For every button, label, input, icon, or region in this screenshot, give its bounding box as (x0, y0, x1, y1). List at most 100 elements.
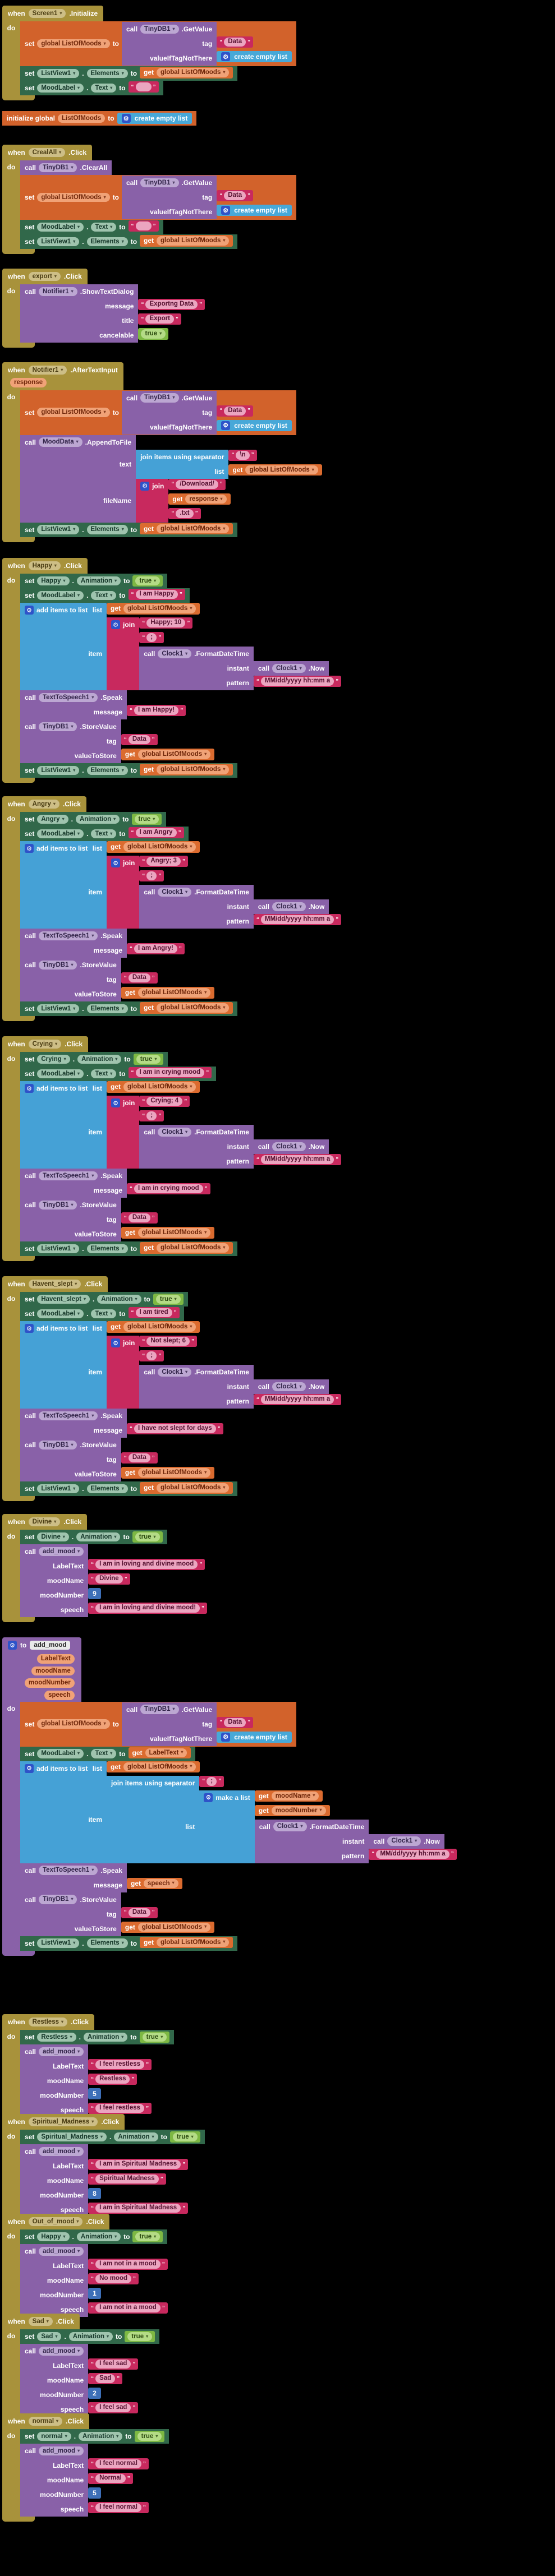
field-dropdown[interactable]: ListOfMoods (58, 113, 106, 123)
block[interactable]: ⚙ add items to list list get global ListOfM… (20, 1321, 342, 1409)
text-string-block[interactable]: “\n” (228, 449, 257, 461)
block[interactable]: set ListView1 ▾. Elements ▾ to get global ListO… (20, 1241, 238, 1256)
get-variable-block[interactable]: get moodName ▾ (254, 1790, 323, 1802)
block[interactable]: call TinyDB1 ▾ .GetValue tag “Data” valueIfTag… (122, 390, 292, 435)
string-value[interactable]: Data (128, 973, 150, 982)
logic-true-block[interactable]: true ▾ (153, 1293, 184, 1305)
block[interactable]: set MoodLabel ▾. Text ▾ to “I am in crying moo… (20, 1067, 217, 1081)
string-value[interactable]: Divine (95, 1575, 123, 1584)
string-value[interactable]: Data (224, 191, 246, 200)
field-dropdown[interactable]: global ListOfMoods ▾ (157, 524, 230, 534)
mutator-gear-icon[interactable]: ⚙ (140, 481, 150, 491)
number-block[interactable]: 5 (88, 2487, 101, 2499)
string-value[interactable]: /Download/ (176, 479, 218, 489)
field-dropdown[interactable]: Crying ▾ (28, 1039, 62, 1049)
string-value[interactable]: I feel restless (95, 2060, 145, 2069)
text-string-block[interactable]: “I am Happy!” (127, 705, 186, 716)
string-value[interactable]: MM/dd/yyyy hh:mm a (260, 1155, 334, 1164)
block[interactable]: call Clock1 ▾ .Now (369, 1834, 444, 1849)
field-dropdown[interactable]: true ▾ (141, 329, 166, 339)
field-dropdown[interactable]: Clock1 ▾ (158, 887, 192, 897)
get-variable-block[interactable]: get global ListOfMoods ▾ (121, 1227, 215, 1239)
field-dropdown[interactable]: global ListOfMoods ▾ (137, 1228, 211, 1238)
field-dropdown[interactable]: Animation ▾ (76, 576, 121, 586)
field-dropdown[interactable]: Clock1 ▾ (272, 902, 306, 912)
field-dropdown[interactable]: Spiritual_Madness ▾ (37, 2132, 107, 2142)
block[interactable]: ⚙ join “Crying; 4” “;” call Clock1 ▾ .FormatDat… (107, 1096, 342, 1169)
procedure-add-mood[interactable]: ⚙ to add_mood LabelText moodName moodNumber sp… (2, 1637, 457, 1956)
field-dropdown[interactable]: Out_of_mood ▾ (28, 2217, 83, 2227)
text-string-block[interactable]: “MM/dd/yyyy hh:mm a” (253, 1394, 342, 1405)
create-empty-list-block[interactable]: ⚙ create empty list (217, 205, 292, 216)
field-dropdown[interactable]: global ListOfMoods ▾ (123, 1762, 196, 1772)
block[interactable]: call add_mood ▾ LabelText “I am in loving an… (20, 1544, 208, 1617)
mutator-gear-icon[interactable]: ⚙ (8, 1641, 17, 1650)
block[interactable]: call Notifier1 ▾ .ShowTextDialog message “Exp… (20, 284, 205, 343)
field-dropdown[interactable]: global ListOfMoods ▾ (137, 988, 211, 998)
mutator-gear-icon[interactable]: ⚙ (221, 52, 231, 61)
field-dropdown[interactable]: ListView1 ▾ (37, 1004, 80, 1014)
string-value[interactable]: Sad (95, 2374, 116, 2383)
field-dropdown[interactable]: Happy ▾ (28, 561, 61, 571)
field-dropdown[interactable]: Clock1 ▾ (272, 1142, 306, 1152)
field-dropdown[interactable]: TinyDB1 ▾ (140, 393, 179, 403)
string-value[interactable]: I feel normal (95, 2459, 141, 2468)
field-dropdown[interactable]: MoodLabel ▾ (37, 1069, 84, 1079)
field-dropdown[interactable]: Angry ▾ (37, 814, 68, 824)
field-dropdown[interactable]: moodNumber ▾ (271, 1806, 326, 1816)
block[interactable]: ⚙ add items to list list get global ListOfM… (20, 1081, 342, 1169)
field-dropdown[interactable]: Animation ▾ (76, 2232, 121, 2242)
field-dropdown[interactable]: moodName ▾ (271, 1791, 319, 1801)
get-variable-block[interactable]: get global ListOfMoods ▾ (140, 1936, 233, 1949)
when-screen1-initialize[interactable]: when Screen1 ▾ .Initialize do set global ListO… (2, 6, 296, 100)
string-value[interactable]: I have not slept for days (134, 1424, 216, 1433)
logic-true-block[interactable]: true ▾ (138, 328, 169, 340)
block[interactable]: call Clock1 ▾ .FormatDateTime instant call Clo… (139, 1365, 342, 1409)
block[interactable]: call TinyDB1 ▾ .StoreValue tag “Data” valueToS… (20, 719, 215, 763)
field-dropdown[interactable]: TinyDB1 ▾ (140, 1705, 179, 1714)
field-dropdown[interactable]: ListView1 ▾ (37, 1938, 80, 1948)
text-string-block[interactable]: “Spiritual Madness” (88, 2173, 166, 2185)
string-value[interactable]: Data (128, 1213, 150, 1222)
string-value[interactable]: I am in Spiritual Madness (95, 2204, 181, 2213)
string-value[interactable]: Data (224, 1718, 246, 1727)
field-dropdown[interactable]: global ListOfMoods ▾ (123, 842, 196, 852)
field-dropdown[interactable]: TinyDB1 ▾ (39, 163, 77, 173)
number-block[interactable]: 9 (88, 1588, 101, 1599)
field-dropdown[interactable]: global ListOfMoods ▾ (123, 1322, 196, 1332)
text-string-block[interactable]: “Exportng Data” (138, 299, 205, 310)
block[interactable]: set normal ▾. Animation ▾ to true ▾ (20, 2429, 169, 2444)
block[interactable]: call Clock1 ▾ .FormatDateTime instant call Clo… (139, 1125, 342, 1169)
field-dropdown[interactable]: ListView1 ▾ (37, 237, 80, 247)
field-dropdown[interactable]: Elements ▾ (86, 1938, 128, 1948)
field-dropdown[interactable]: Sad ▾ (28, 2316, 53, 2326)
string-value[interactable]: Data (224, 38, 246, 47)
block[interactable]: set ListView1 ▾. Elements ▾ to get global ListO… (20, 1001, 238, 1016)
mutator-gear-icon[interactable]: ⚙ (221, 206, 231, 215)
field-dropdown[interactable]: Elements ▾ (86, 525, 128, 534)
field-dropdown[interactable]: global ListOfMoods ▾ (123, 1082, 196, 1092)
block[interactable]: call add_mood ▾ LabelText “I feel sad” moodNa… (20, 2344, 139, 2417)
when-crying-click[interactable]: when Crying ▾ .Click do set Crying ▾. Animation ▾… (2, 1036, 342, 1261)
mutator-gear-icon[interactable]: ⚙ (221, 1732, 231, 1742)
field-dropdown[interactable]: Animation ▾ (76, 1532, 121, 1542)
get-variable-block[interactable]: get global ListOfMoods ▾ (140, 523, 233, 535)
field-dropdown[interactable]: add_mood ▾ (39, 2446, 84, 2456)
block[interactable]: set ListView1 ▾. Elements ▾ to get global ListO… (20, 234, 238, 249)
text-string-block[interactable]: “I feel sad” (88, 2402, 139, 2413)
field-dropdown[interactable]: Angry ▾ (28, 799, 59, 809)
text-string-block[interactable]: “;” (139, 1350, 164, 1361)
text-string-block[interactable]: “I feel restless” (88, 2059, 152, 2070)
field-dropdown[interactable]: true ▾ (134, 814, 159, 824)
when-out-of-mood-click[interactable]: when Out_of_mood ▾ .Click do set Happy ▾. Animat… (2, 2214, 168, 2322)
block[interactable]: call TinyDB1 ▾ .StoreValue tag “Data” valueToS… (20, 958, 215, 1001)
field-dropdown[interactable]: Elements ▾ (86, 1484, 128, 1494)
field-dropdown[interactable]: Elements ▾ (86, 765, 128, 775)
string-value[interactable] (135, 221, 152, 230)
string-value[interactable]: I am in crying mood (134, 1184, 203, 1193)
logic-true-block[interactable]: true ▾ (134, 2430, 165, 2443)
field-dropdown[interactable]: true ▾ (142, 2032, 167, 2042)
text-string-block[interactable]: “Data” (217, 190, 254, 201)
block[interactable]: set MoodLabel ▾. Text ▾ to “I am Angry” (20, 827, 189, 841)
text-string-block[interactable]: “/Download/” (168, 478, 226, 490)
